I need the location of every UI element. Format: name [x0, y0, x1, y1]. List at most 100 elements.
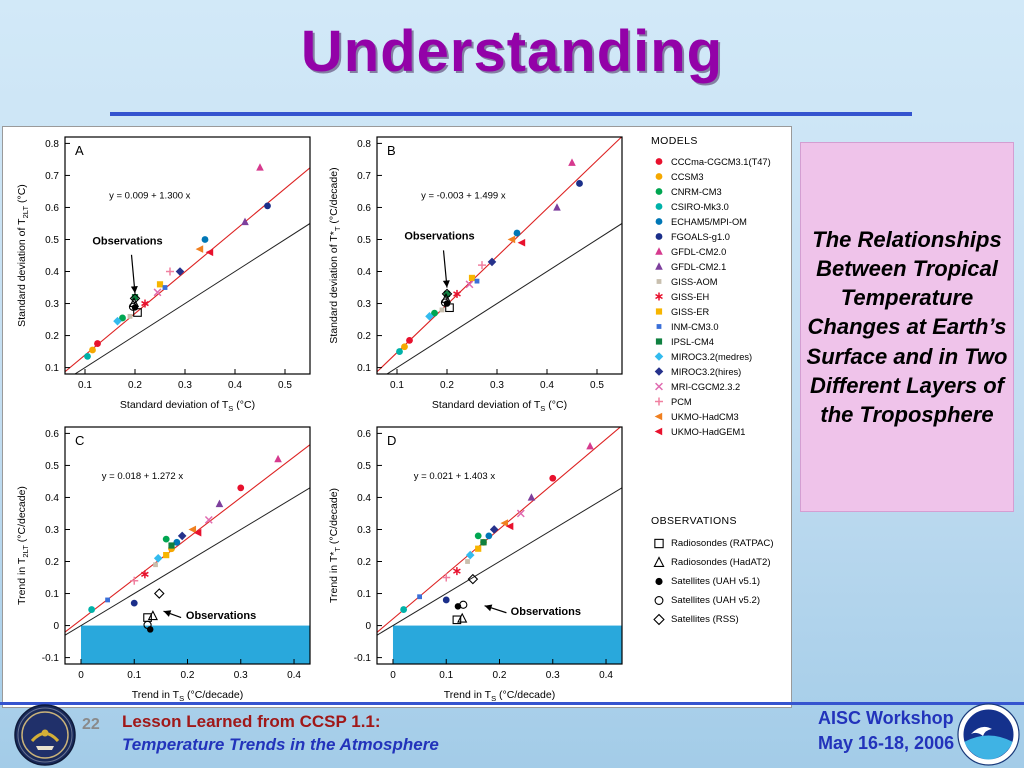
models-legend-list: CCCma-CGCM3.1(T47) CCSM3 CNRM-CM3 CSIRO-Mk3… [651, 154, 789, 439]
legend-item: INM-CM3.0 [651, 319, 789, 334]
svg-text:Trend in T*T (°C/decade): Trend in T*T (°C/decade) [328, 488, 342, 603]
legend-label: ECHAM5/MPI-OM [671, 216, 747, 227]
svg-text:0.4: 0.4 [357, 267, 371, 278]
svg-text:0.3: 0.3 [490, 380, 504, 391]
svg-text:0.3: 0.3 [357, 299, 371, 310]
legend-label: GFDL-CM2.1 [671, 261, 727, 272]
legend-item: MRI-CGCM2.3.2 [651, 379, 789, 394]
legend-item: Satellites (UAH v5.1) [651, 572, 789, 591]
square-small-marker-icon [656, 324, 662, 329]
commerce-seal-logo [14, 704, 76, 766]
svg-text:A: A [75, 143, 84, 158]
square-marker-icon [655, 338, 663, 345]
legend-item: FGOALS-g1.0 [651, 229, 789, 244]
svg-text:0.5: 0.5 [357, 461, 371, 472]
svg-text:0.8: 0.8 [45, 139, 59, 150]
side-note-text: The Relationships Between Tropical Tempe… [806, 227, 1008, 427]
svg-text:-0.1: -0.1 [42, 653, 60, 664]
observations-legend-header: OBSERVATIONS [651, 515, 737, 527]
legend-item: UKMO-HadGEM1 [651, 424, 789, 439]
panel-a-chart: 0.1 0.2 0.3 0.4 0.5 0.1 0.2 0.3 0.4 0.5 0.6 0.7 0.8 A… [11, 129, 316, 414]
svg-text:0.6: 0.6 [45, 203, 59, 214]
svg-text:0.1: 0.1 [357, 589, 371, 600]
footer-credit-line1: Lesson Learned from CCSP 1.1: [122, 712, 381, 731]
svg-text:0.2: 0.2 [45, 557, 59, 568]
svg-text:y = 0.018 + 1.272 x: y = 0.018 + 1.272 x [102, 471, 184, 482]
models-legend: MODELS CCCma-CGCM3.1(T47) CCSM3 CNRM-CM3 CS… [651, 135, 789, 439]
asterisk-marker-icon [655, 292, 663, 301]
svg-text:Standard deviation of T*T (°C/: Standard deviation of T*T (°C/decade) [328, 167, 342, 343]
svg-text:0.1: 0.1 [357, 363, 371, 374]
legend-item: MIROC3.2(medres) [651, 349, 789, 364]
legend-label: GFDL-CM2.0 [671, 246, 727, 257]
models-legend-header: MODELS [651, 135, 698, 147]
svg-text:0.4: 0.4 [540, 380, 554, 391]
svg-text:Trend in T2LT (°C/decade): Trend in T2LT (°C/decade) [16, 486, 30, 605]
svg-text:0.6: 0.6 [357, 203, 371, 214]
noaa-logo [957, 703, 1020, 766]
svg-text:0.2: 0.2 [128, 380, 142, 391]
svg-text:Observations: Observations [92, 235, 162, 247]
svg-text:0.2: 0.2 [357, 331, 371, 342]
footer-credit: Lesson Learned from CCSP 1.1: Temperatur… [122, 712, 439, 755]
legend-item: IPSL-CM4 [651, 334, 789, 349]
plus-marker-icon [655, 397, 663, 406]
svg-text:0.5: 0.5 [45, 461, 59, 472]
svg-text:0.2: 0.2 [45, 331, 59, 342]
svg-text:0.4: 0.4 [228, 380, 242, 391]
footer-divider [0, 702, 1024, 705]
svg-text:0.1: 0.1 [127, 670, 141, 681]
legend-label: MIROC3.2(hires) [671, 366, 742, 377]
svg-text:0.6: 0.6 [45, 429, 59, 440]
panel-B-plot: 0.1 0.2 0.3 0.4 0.5 0.1 0.2 0.3 0.4 0.5 0.6 0.7 0.8 B… [328, 136, 623, 413]
noaa-logo-icon [957, 703, 1020, 766]
legend-label: Satellites (UAH v5.2) [671, 595, 761, 606]
title-underline [110, 112, 912, 116]
open-triangle-marker-icon [653, 556, 665, 567]
legend-item: Radiosondes (HadAT2) [651, 553, 789, 572]
open-circle-marker-icon [654, 596, 664, 605]
legend-label: CSIRO-Mk3.0 [671, 201, 729, 212]
square-marker-icon [655, 308, 663, 315]
legend-item: CSIRO-Mk3.0 [651, 199, 789, 214]
panel-D-plot: 0 0.1 0.2 0.3 0.4 -0.1 0 0.1 0.2 0.3 0.4 0.5 0.6 Dy =… [328, 426, 623, 703]
svg-text:B: B [387, 143, 396, 158]
circle-marker-icon [655, 218, 663, 225]
svg-text:0.5: 0.5 [278, 380, 292, 391]
svg-text:y = 0.021 + 1.403 x: y = 0.021 + 1.403 x [414, 471, 496, 482]
svg-text:Observations: Observations [404, 230, 474, 242]
svg-text:0.3: 0.3 [357, 525, 371, 536]
slide-number: 22 [82, 716, 100, 733]
svg-text:0: 0 [365, 621, 371, 632]
legend-label: PCM [671, 396, 692, 407]
legend-label: UKMO-HadCM3 [671, 411, 739, 422]
svg-text:0.6: 0.6 [357, 429, 371, 440]
legend-label: IPSL-CM4 [671, 336, 714, 347]
svg-text:0.5: 0.5 [357, 235, 371, 246]
circle-marker-icon [655, 173, 663, 180]
legend-label: MRI-CGCM2.3.2 [671, 381, 741, 392]
svg-text:0.7: 0.7 [357, 171, 371, 182]
circle-marker-icon [655, 203, 663, 210]
legend-label: Radiosondes (HadAT2) [671, 557, 771, 568]
legend-item: MIROC3.2(hires) [651, 364, 789, 379]
svg-text:0.4: 0.4 [287, 670, 301, 681]
dot-marker-icon [655, 577, 663, 586]
legend-label: GISS-AOM [671, 276, 718, 287]
svg-text:0.1: 0.1 [45, 363, 59, 374]
legend-item: GISS-ER [651, 304, 789, 319]
observations-legend: OBSERVATIONS Radiosondes (RATPAC) Radioso… [651, 515, 789, 629]
legend-item: Radiosondes (RATPAC) [651, 534, 789, 553]
svg-text:0.4: 0.4 [357, 493, 371, 504]
panel-b-chart: 0.1 0.2 0.3 0.4 0.5 0.1 0.2 0.3 0.4 0.5 0.6 0.7 0.8 B… [323, 129, 628, 414]
legend-label: MIROC3.2(medres) [671, 351, 753, 362]
footer-event-dates: May 16-18, 2006 [818, 733, 955, 753]
legend-label: CNRM-CM3 [671, 186, 722, 197]
svg-text:0.7: 0.7 [45, 171, 59, 182]
panel-A-plot: 0.1 0.2 0.3 0.4 0.5 0.1 0.2 0.3 0.4 0.5 0.6 0.7 0.8 A… [16, 136, 311, 413]
svg-text:y = -0.003 + 1.499 x: y = -0.003 + 1.499 x [421, 191, 506, 202]
square-small-marker-icon [656, 279, 662, 284]
footer-event-block: AISC Workshop May 16-18, 2006 [818, 708, 956, 758]
triangle-up-marker-icon [655, 247, 663, 255]
